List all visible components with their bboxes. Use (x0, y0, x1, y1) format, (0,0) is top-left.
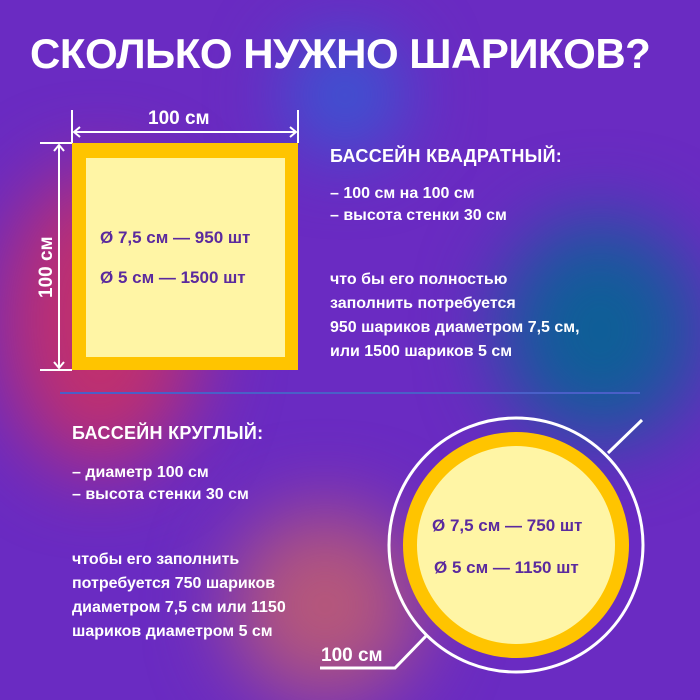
square-desc: что бы его полностью (330, 271, 508, 288)
background-blob-teal (500, 220, 700, 440)
round-pool-inner (417, 446, 615, 644)
square-spec: – 100 см на 100 см (330, 185, 475, 202)
square-desc: заполнить потребуется (330, 295, 516, 312)
round-desc: чтобы его заполнить (72, 551, 240, 568)
square-height-label: 100 см (36, 236, 57, 298)
round-spec: – высота стенки 30 см (72, 486, 249, 503)
square-dimension-lines (40, 110, 299, 371)
square-pool-inner (86, 158, 285, 357)
background-blob-blue (290, 40, 400, 150)
round-spec: – диаметр 100 см (72, 464, 209, 481)
round-desc: диаметром 7,5 см или 1150 (72, 599, 286, 616)
round-desc: шариков диаметром 5 см (72, 623, 273, 640)
round-pool-outline (387, 416, 645, 674)
round-heading: БАССЕЙН КРУГЛЫЙ: (72, 423, 264, 443)
square-heading: БАССЕЙН КВАДРАТНЫЙ: (330, 146, 563, 166)
square-count-75: Ø 7,5 см — 950 шт (100, 228, 251, 247)
round-count-5: Ø 5 см — 1150 шт (434, 558, 579, 577)
round-desc: потребуется 750 шариков (72, 575, 276, 592)
round-diameter-label: 100 см (321, 645, 383, 666)
round-count-75: Ø 7,5 см — 750 шт (432, 516, 583, 535)
diameter-lines (320, 418, 644, 670)
square-desc: 950 шариков диаметром 7,5 см, (330, 319, 580, 336)
square-desc: или 1500 шариков 5 см (330, 343, 513, 360)
square-width-label: 100 см (148, 108, 210, 129)
square-spec: – высота стенки 30 см (330, 207, 507, 224)
square-count-5: Ø 5 см — 1500 шт (100, 268, 246, 287)
page-title: СКОЛЬКО НУЖНО ШАРИКОВ? (30, 30, 651, 77)
